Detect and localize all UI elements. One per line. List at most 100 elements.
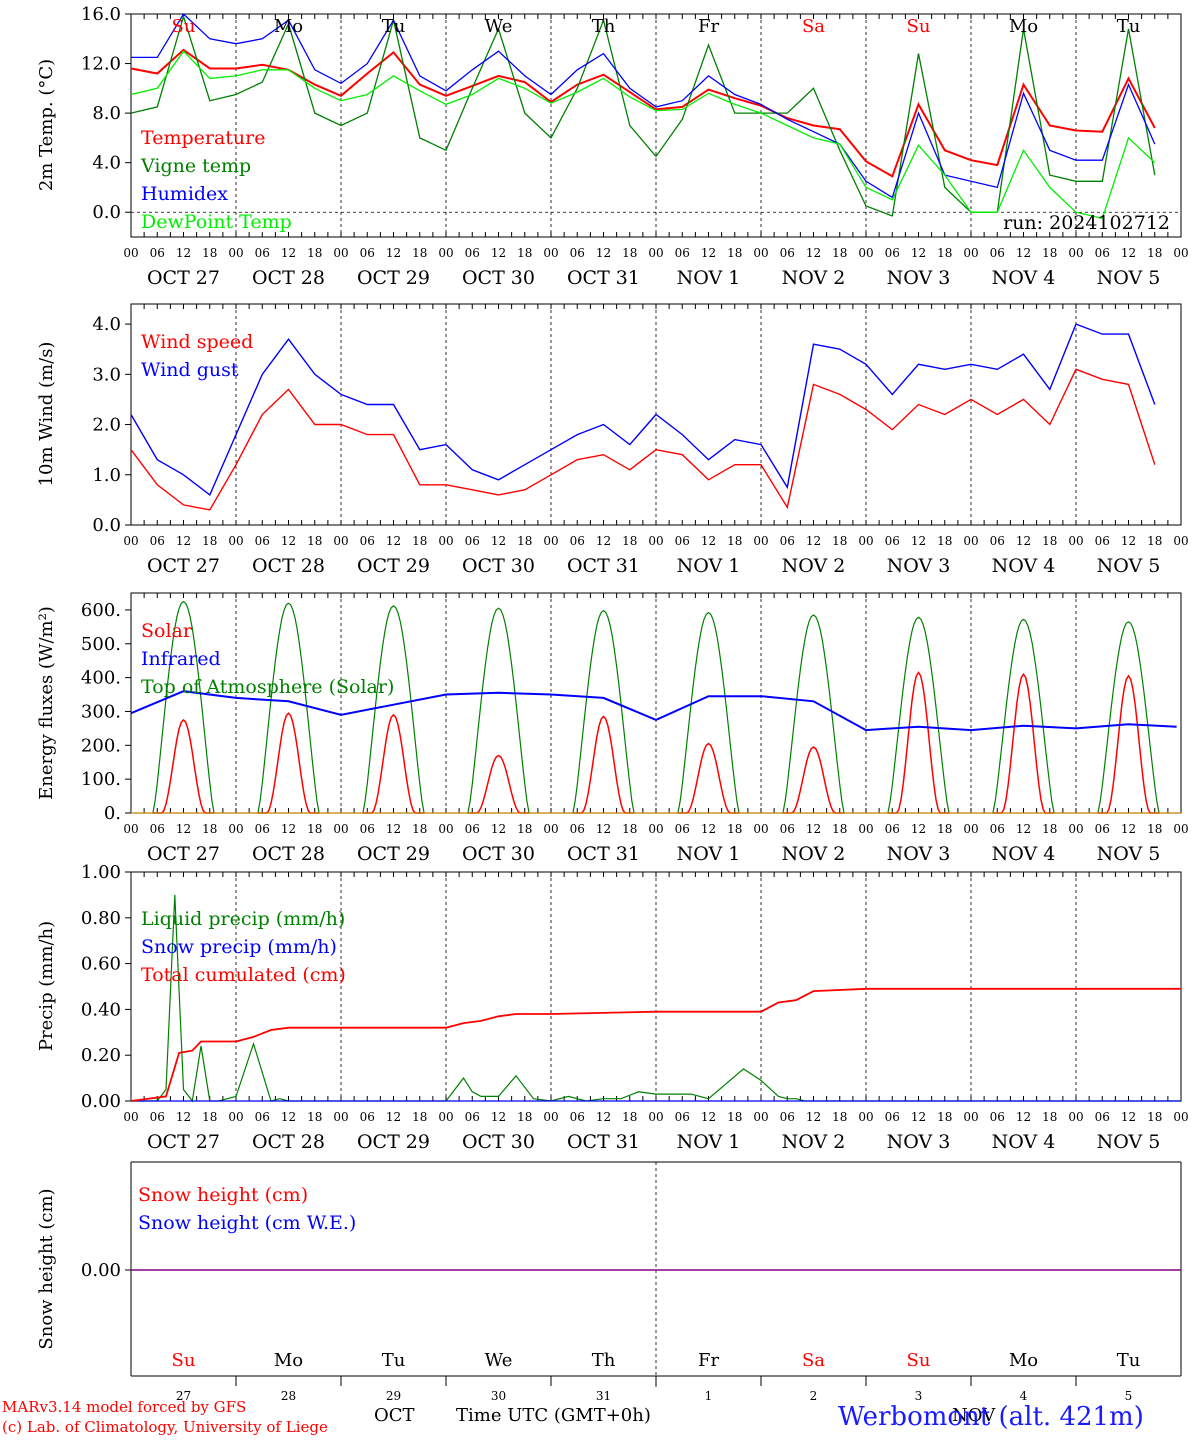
hour-tick-label: 18 bbox=[517, 534, 532, 548]
wind-legend-1: Wind speed bbox=[141, 331, 253, 353]
date-label: NOV 1 bbox=[677, 843, 741, 865]
solar-arc bbox=[152, 718, 215, 814]
hour-tick-label: 00 bbox=[753, 246, 768, 260]
hour-tick-label: 00 bbox=[543, 822, 558, 836]
hour-tick-label: 18 bbox=[937, 246, 952, 260]
hour-tick-label: 18 bbox=[1042, 822, 1057, 836]
hour-tick-label: 00 bbox=[648, 534, 663, 548]
hour-tick-label: 12 bbox=[911, 246, 926, 260]
date-label: OCT 28 bbox=[252, 1131, 325, 1153]
hour-tick-label: 00 bbox=[858, 1110, 873, 1124]
day-label: Su bbox=[172, 16, 196, 37]
hour-tick-label: 12 bbox=[386, 822, 401, 836]
hour-tick-label: 06 bbox=[885, 246, 900, 260]
date-label: OCT 30 bbox=[462, 555, 535, 577]
hour-tick-label: 18 bbox=[727, 1110, 742, 1124]
day-label: We bbox=[485, 16, 513, 37]
hour-tick-label: 18 bbox=[1042, 1110, 1057, 1124]
date-label: OCT 28 bbox=[252, 843, 325, 865]
hour-tick-label: 00 bbox=[543, 534, 558, 548]
hour-tick-label: 18 bbox=[202, 534, 217, 548]
date-label: OCT 29 bbox=[357, 267, 430, 289]
date-label: NOV 1 bbox=[677, 1131, 741, 1153]
day-number: 31 bbox=[596, 1389, 611, 1403]
hour-tick-label: 18 bbox=[412, 246, 427, 260]
run-annotation: run: 2024102712 bbox=[1003, 212, 1170, 234]
hour-tick-label: 06 bbox=[150, 822, 165, 836]
hour-tick-label: 06 bbox=[780, 534, 795, 548]
hour-tick-label: 00 bbox=[858, 246, 873, 260]
temp-series-dewpoint-temp bbox=[130, 50, 1156, 220]
hour-tick-label: 18 bbox=[517, 822, 532, 836]
y-tick-label: 8.0 bbox=[92, 103, 121, 124]
hour-tick-label: 12 bbox=[281, 1110, 296, 1124]
hour-tick-label: 12 bbox=[806, 246, 821, 260]
day-number: 3 bbox=[915, 1389, 923, 1403]
hour-tick-label: 18 bbox=[622, 822, 637, 836]
hour-tick-label: 06 bbox=[360, 534, 375, 548]
hour-tick-label: 00 bbox=[858, 822, 873, 836]
hour-tick-label: 12 bbox=[281, 246, 296, 260]
y-axis-label: Energy fluxes (W/m²) bbox=[36, 606, 57, 800]
hour-tick-label: 06 bbox=[150, 534, 165, 548]
panel-2-axes: 4.0 3.0 2.0 1.0 0.0 10m Wind (m/s) 00 06 12 18 00 0… bbox=[36, 303, 1189, 577]
hour-tick-label: 18 bbox=[202, 246, 217, 260]
date-label: NOV 4 bbox=[992, 267, 1056, 289]
hour-tick-label: 00 bbox=[963, 534, 978, 548]
hour-tick-label: 12 bbox=[386, 534, 401, 548]
day-label: Mo bbox=[1009, 16, 1038, 37]
day-label: Su bbox=[907, 16, 931, 37]
y-tick-label: 0.0 bbox=[92, 202, 121, 223]
hour-tick-label: 12 bbox=[1121, 822, 1136, 836]
hour-tick-label: 06 bbox=[990, 534, 1005, 548]
date-label: OCT 27 bbox=[147, 843, 220, 865]
hour-tick-label: 18 bbox=[832, 822, 847, 836]
hour-tick-label: 18 bbox=[1042, 246, 1057, 260]
day-label-bottom: Su bbox=[907, 1350, 931, 1371]
hour-tick-label: 12 bbox=[386, 246, 401, 260]
toa-solar-arc bbox=[677, 611, 740, 814]
hour-tick-label: 12 bbox=[176, 246, 191, 260]
hour-tick-label: 06 bbox=[360, 246, 375, 260]
solar-arc bbox=[992, 672, 1055, 814]
hour-tick-label: 18 bbox=[307, 534, 322, 548]
date-label: NOV 2 bbox=[782, 555, 846, 577]
hour-tick-label: 00 bbox=[1068, 822, 1083, 836]
y-tick-label: 500. bbox=[81, 634, 121, 655]
hour-tick-label: 06 bbox=[675, 1110, 690, 1124]
lab-credit: (c) Lab. of Climatology, University of L… bbox=[2, 1418, 328, 1436]
hour-tick-label: 18 bbox=[937, 1110, 952, 1124]
y-tick-label: 0.00 bbox=[81, 1260, 121, 1281]
y-axis-label: 10m Wind (m/s) bbox=[36, 342, 57, 487]
hour-tick-label: 06 bbox=[675, 822, 690, 836]
temp-series-temperature bbox=[130, 48, 1156, 178]
panel-3-axes: 600. 500. 400. 300. 200. 100. 0. Energy fluxes … bbox=[36, 592, 1189, 865]
month-oct-label: OCT bbox=[374, 1405, 415, 1426]
hour-tick-label: 18 bbox=[307, 1110, 322, 1124]
date-label: NOV 3 bbox=[887, 1131, 951, 1153]
hour-tick-label: 06 bbox=[780, 1110, 795, 1124]
hour-tick-label: 12 bbox=[176, 822, 191, 836]
panel-1-frame bbox=[130, 13, 1182, 238]
day-number: 4 bbox=[1020, 1389, 1028, 1403]
hour-tick-label: 12 bbox=[701, 246, 716, 260]
snow-legend-2: Snow height (cm W.E.) bbox=[138, 1212, 356, 1234]
y-axis-label: 2m Temp. (°C) bbox=[36, 59, 57, 191]
hour-tick-label: 18 bbox=[832, 246, 847, 260]
solar-arc bbox=[362, 713, 425, 814]
hour-tick-label: 00 bbox=[333, 246, 348, 260]
day-label-bottom: Mo bbox=[1009, 1350, 1038, 1371]
y-tick-label: 1.00 bbox=[81, 862, 121, 883]
hour-tick-label: 06 bbox=[465, 534, 480, 548]
hour-tick-label: 00 bbox=[228, 822, 243, 836]
toa-solar-arc bbox=[362, 605, 425, 814]
hour-tick-label: 00 bbox=[228, 1110, 243, 1124]
hour-tick-label: 00 bbox=[963, 246, 978, 260]
y-tick-label: 100. bbox=[81, 769, 121, 790]
day-number: 5 bbox=[1125, 1389, 1133, 1403]
date-label: NOV 3 bbox=[887, 555, 951, 577]
toa-solar-arc bbox=[257, 602, 320, 814]
hour-tick-label: 06 bbox=[990, 822, 1005, 836]
hour-tick-label: 06 bbox=[780, 246, 795, 260]
date-label: NOV 1 bbox=[677, 267, 741, 289]
